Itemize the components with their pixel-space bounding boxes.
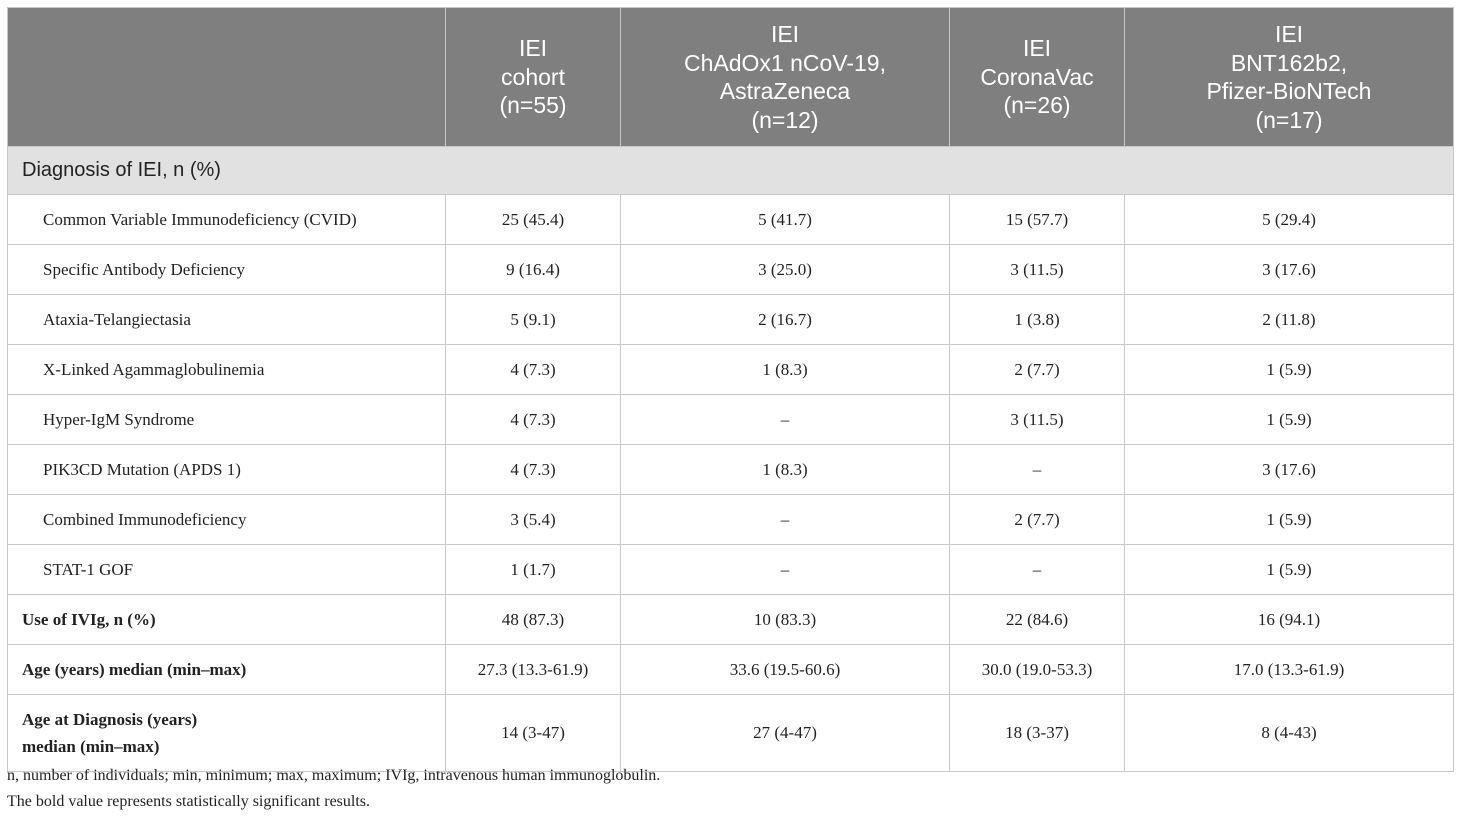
row-value: 2 (11.8) [1124,294,1454,345]
row-value: – [620,544,950,595]
row-value: 30.0 (19.0-53.3) [949,644,1125,695]
row-label: Combined Immunodeficiency [7,494,446,545]
row-value: 14 (3-47) [445,694,621,772]
row-value: 1 (8.3) [620,444,950,495]
row-value: – [949,544,1125,595]
row-value: 48 (87.3) [445,594,621,645]
row-value: 1 (5.9) [1124,494,1454,545]
table-body: Diagnosis of IEI, n (%) Common Variable … [7,146,1454,772]
row-value: 33.6 (19.5-60.6) [620,644,950,695]
row-value: 3 (11.5) [949,244,1125,295]
row-label-line: median (min–max) [22,737,160,756]
header-empty-cell [7,7,446,147]
row-label: Use of IVIg, n (%) [7,594,446,645]
row-value: 3 (17.6) [1124,244,1454,295]
row-label-line: PIK3CD Mutation (APDS 1) [43,460,241,479]
row-label-line: Combined Immunodeficiency [43,510,247,529]
row-label-line: STAT-1 GOF [43,560,134,579]
row-value: 1 (3.8) [949,294,1125,345]
row-value: 2 (7.7) [949,494,1125,545]
row-value: – [949,444,1125,495]
row-value: 9 (16.4) [445,244,621,295]
header-iei-cohort: IEI cohort (n=55) [445,7,621,147]
row-label-line: Use of IVIg, n (%) [22,610,156,629]
row-value: 1 (5.9) [1124,544,1454,595]
row-value: 4 (7.3) [445,444,621,495]
row-value: 2 (7.7) [949,344,1125,395]
table-row: Specific Antibody Deficiency 9 (16.4) 3 (2… [7,244,1454,295]
row-value: 4 (7.3) [445,394,621,445]
row-value: 1 (5.9) [1124,344,1454,395]
row-value: – [620,494,950,545]
row-label: Specific Antibody Deficiency [7,244,446,295]
row-label: Age (years) median (min–max) [7,644,446,695]
table-row: Age at Diagnosis (years) median (min–max)… [7,694,1454,772]
row-value: 5 (29.4) [1124,194,1454,245]
row-label: X-Linked Agammaglobulinemia [7,344,446,395]
row-value: 27 (4-47) [620,694,950,772]
row-label-line: Hyper-IgM Syndrome [43,410,195,429]
row-value: 4 (7.3) [445,344,621,395]
section-row: Diagnosis of IEI, n (%) [7,146,1454,195]
row-value: 16 (94.1) [1124,594,1454,645]
row-label-line: Age at Diagnosis (years) [22,710,198,729]
row-value: 25 (45.4) [445,194,621,245]
table-row: Hyper-IgM Syndrome 4 (7.3) –3 (11.5) 1 (5.9… [7,394,1454,445]
row-label: Hyper-IgM Syndrome [7,394,446,445]
iei-table: IEI cohort (n=55) IEI ChAdOx1 nCoV-19, A… [7,7,1454,772]
row-value: 2 (16.7) [620,294,950,345]
row-value: 3 (17.6) [1124,444,1454,495]
table-row: Use of IVIg, n (%) 48 (87.3) 10 (83.3) 22 (… [7,594,1454,645]
row-value: 3 (11.5) [949,394,1125,445]
row-value: 3 (25.0) [620,244,950,295]
row-label: Common Variable Immunodeficiency (CVID) [7,194,446,245]
header-astrazeneca: IEI ChAdOx1 nCoV-19, AstraZeneca (n=12) [620,7,950,147]
row-value: 15 (57.7) [949,194,1125,245]
row-value: 1 (5.9) [1124,394,1454,445]
row-value: 27.3 (13.3-61.9) [445,644,621,695]
row-value: 1 (8.3) [620,344,950,395]
row-value: 5 (9.1) [445,294,621,345]
row-label-line: Specific Antibody Deficiency [43,260,246,279]
row-label-line: Age (years) median (min–max) [22,660,247,679]
table-row: Age (years) median (min–max) 27.3 (13.3-6… [7,644,1454,695]
row-label-line: X-Linked Agammaglobulinemia [43,360,265,379]
row-value: 5 (41.7) [620,194,950,245]
header-row: IEI cohort (n=55) IEI ChAdOx1 nCoV-19, A… [7,7,1454,147]
section-title: Diagnosis of IEI, n (%) [7,146,1454,195]
row-value: 1 (1.7) [445,544,621,595]
row-value: 18 (3-37) [949,694,1125,772]
row-label: Age at Diagnosis (years) median (min–max) [7,694,446,772]
table-header: IEI cohort (n=55) IEI ChAdOx1 nCoV-19, A… [7,7,1454,147]
table-row: Common Variable Immunodeficiency (CVID) 2… [7,194,1454,245]
row-label: PIK3CD Mutation (APDS 1) [7,444,446,495]
row-value: – [620,394,950,445]
footnote-abbreviations: n, number of individuals; min, minimum; … [7,767,661,784]
table-row: STAT-1 GOF 1 (1.7) – –1 (5.9) [7,544,1454,595]
row-value: 8 (4-43) [1124,694,1454,772]
row-label: STAT-1 GOF [7,544,446,595]
footnote-bold-note: The bold value represents statistically … [7,793,371,810]
header-pfizer: IEI BNT162b2, Pfizer-BioNTech (n=17) [1124,7,1454,147]
row-label: Ataxia-Telangiectasia [7,294,446,345]
table-row: X-Linked Agammaglobulinemia 4 (7.3) 1 (8.3… [7,344,1454,395]
table-row: Ataxia-Telangiectasia 5 (9.1) 2 (16.7) 1 (3… [7,294,1454,345]
row-value: 10 (83.3) [620,594,950,645]
header-coronavac: IEI CoronaVac (n=26) [949,7,1125,147]
row-label-line: Common Variable Immunodeficiency (CVID) [43,210,357,229]
table-row: PIK3CD Mutation (APDS 1) 4 (7.3) 1 (8.3) –3… [7,444,1454,495]
row-value: 3 (5.4) [445,494,621,545]
row-label-line: Ataxia-Telangiectasia [43,310,191,329]
row-value: 22 (84.6) [949,594,1125,645]
row-value: 17.0 (13.3-61.9) [1124,644,1454,695]
table-row: Combined Immunodeficiency 3 (5.4) –2 (7.7)… [7,494,1454,545]
table-footnotes: n, number of individuals; min, minimum; … [7,763,660,815]
